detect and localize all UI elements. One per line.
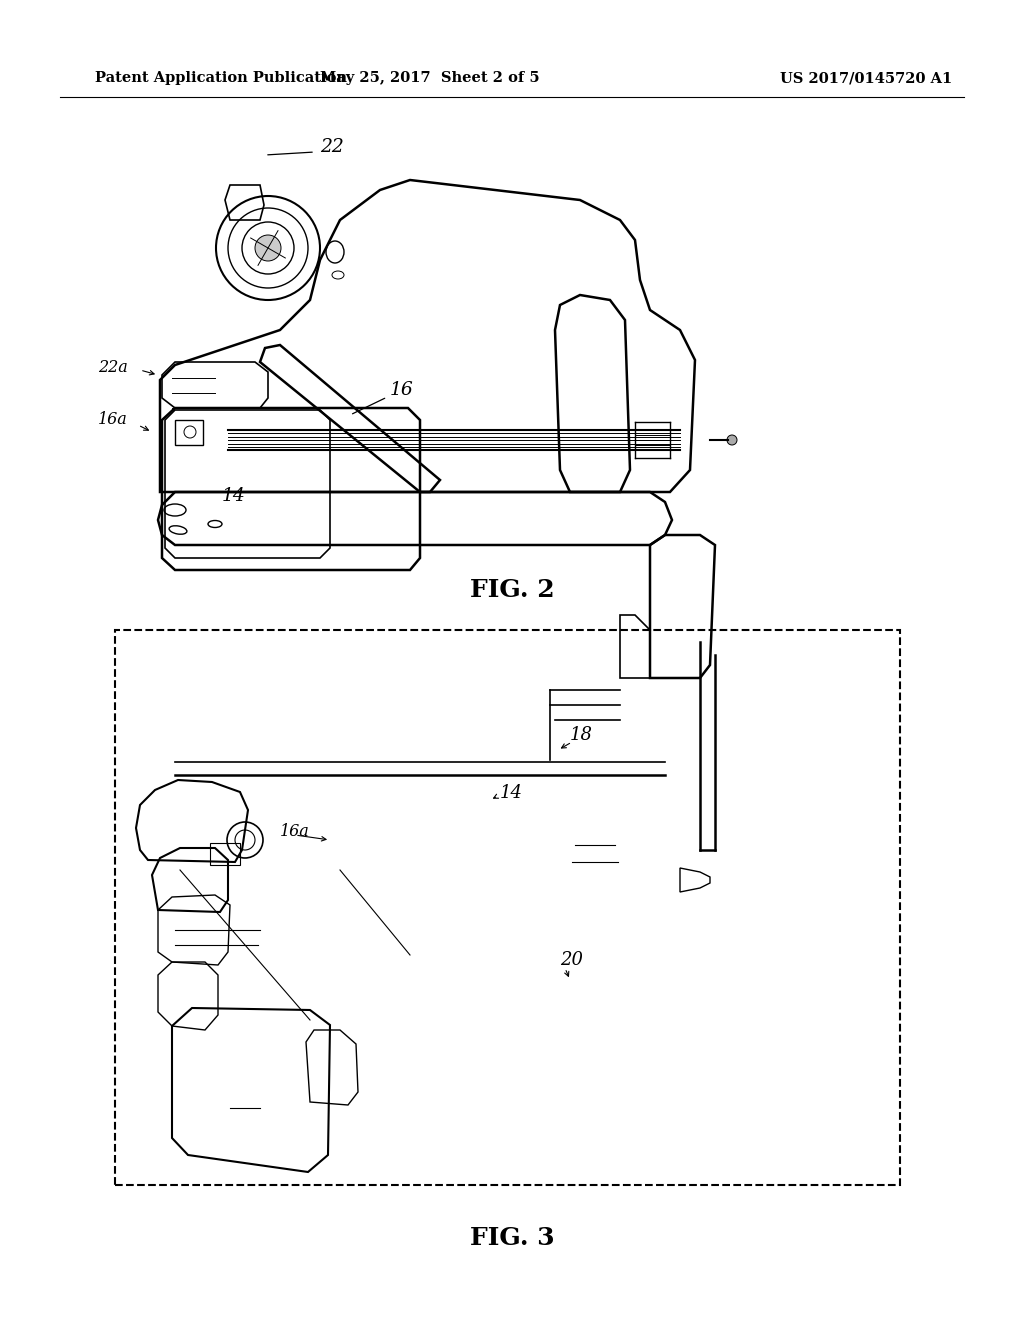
Text: 20: 20 — [560, 950, 583, 969]
Circle shape — [727, 436, 737, 445]
Text: 22a: 22a — [98, 359, 128, 376]
Bar — [210, 843, 240, 865]
Text: FIG. 2: FIG. 2 — [470, 578, 554, 602]
Bar — [175, 420, 203, 445]
Text: 14: 14 — [500, 784, 523, 803]
Text: FIG. 3: FIG. 3 — [470, 1226, 554, 1250]
Text: 18: 18 — [570, 726, 593, 744]
Circle shape — [255, 235, 281, 261]
Text: Patent Application Publication: Patent Application Publication — [95, 71, 347, 84]
Text: US 2017/0145720 A1: US 2017/0145720 A1 — [780, 71, 952, 84]
Bar — [115, 630, 900, 1185]
Text: 14: 14 — [222, 487, 246, 506]
Text: 16a: 16a — [280, 824, 309, 841]
Text: 16a: 16a — [98, 412, 128, 429]
Text: May 25, 2017  Sheet 2 of 5: May 25, 2017 Sheet 2 of 5 — [321, 71, 540, 84]
Text: 16: 16 — [352, 381, 414, 413]
Text: 22: 22 — [319, 139, 344, 156]
